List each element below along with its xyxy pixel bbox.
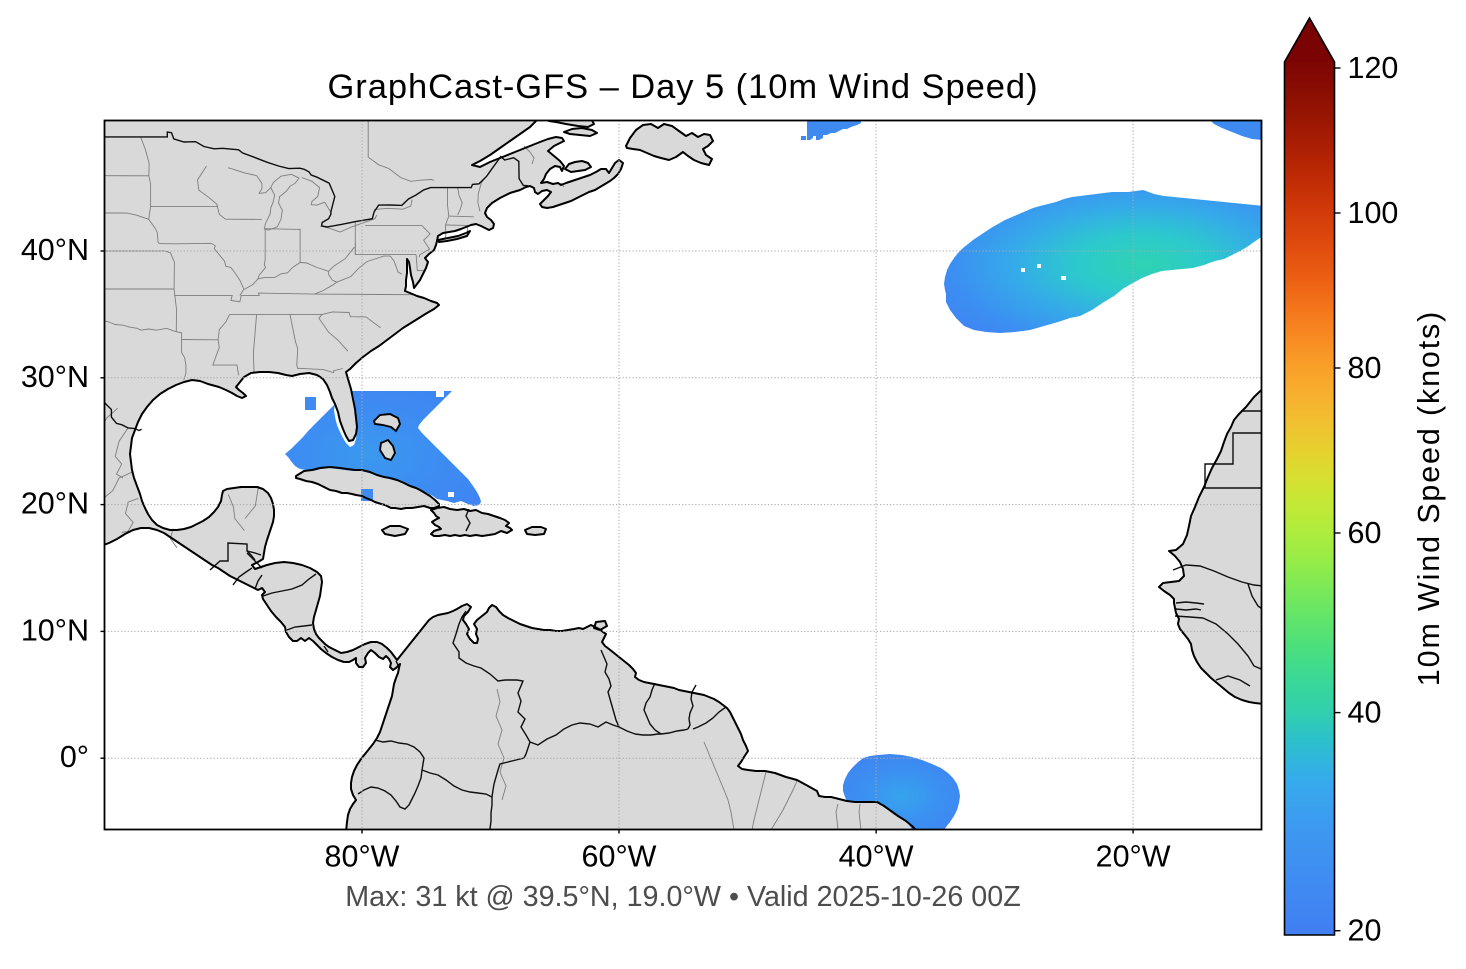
svg-text:60°W: 60°W xyxy=(582,840,657,874)
svg-text:20: 20 xyxy=(1348,914,1382,948)
svg-text:10°N: 10°N xyxy=(21,613,89,647)
svg-text:40: 40 xyxy=(1348,696,1382,730)
svg-text:20°W: 20°W xyxy=(1096,840,1171,874)
svg-text:40°W: 40°W xyxy=(839,840,914,874)
svg-text:20°N: 20°N xyxy=(21,487,89,521)
svg-text:GraphCast-GFS – Day 5 (10m Win: GraphCast-GFS – Day 5 (10m Wind Speed) xyxy=(327,68,1038,106)
svg-text:10m Wind Speed (knots): 10m Wind Speed (knots) xyxy=(1412,310,1446,686)
svg-text:0°: 0° xyxy=(60,740,89,774)
svg-text:120: 120 xyxy=(1348,51,1399,85)
svg-text:30°N: 30°N xyxy=(21,360,89,394)
svg-text:80°W: 80°W xyxy=(325,840,400,874)
svg-text:40°N: 40°N xyxy=(21,233,89,267)
svg-text:60: 60 xyxy=(1348,516,1382,550)
svg-text:80: 80 xyxy=(1348,351,1382,385)
svg-text:Max: 31 kt @ 39.5°N, 19.0°W •: Max: 31 kt @ 39.5°N, 19.0°W • Valid 2025… xyxy=(345,881,1021,913)
svg-text:100: 100 xyxy=(1348,196,1399,230)
